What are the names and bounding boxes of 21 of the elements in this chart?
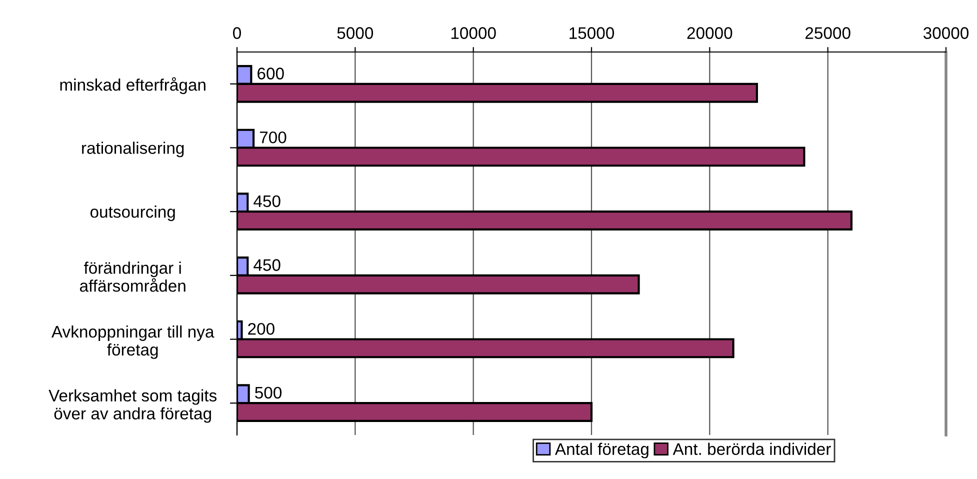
x-tick-label: 30000 [923, 27, 969, 39]
x-tick-label: 10000 [451, 27, 496, 39]
x-tick-label: 25000 [806, 27, 850, 39]
y-tick-label: outsourcing [90, 206, 175, 222]
data-label: 500 [255, 386, 282, 399]
y-tick-label: rationalisering [82, 142, 184, 158]
x-tick-label: 15000 [570, 27, 614, 39]
x-tick-label: 20000 [687, 27, 732, 39]
y-tick-label: Verksamhet som tagits över av andra företag [48, 389, 217, 423]
y-tick-label: Avknoppningar till nya företag [51, 325, 214, 359]
x-tick-label: 0 [233, 27, 241, 39]
data-label: 450 [254, 195, 280, 208]
legend-label: Ant. berörda individer [672, 442, 831, 456]
data-label: 450 [254, 259, 280, 271]
y-tick-label: minskad efterfrågan [60, 77, 206, 94]
data-label: 700 [260, 131, 286, 144]
y-tick-label: förändringar i affärsområden [80, 262, 186, 292]
legend-label: Antal företag [554, 442, 648, 458]
data-label: 200 [248, 322, 274, 335]
data-label: 600 [258, 68, 284, 80]
x-tick-label: 5000 [337, 27, 374, 39]
